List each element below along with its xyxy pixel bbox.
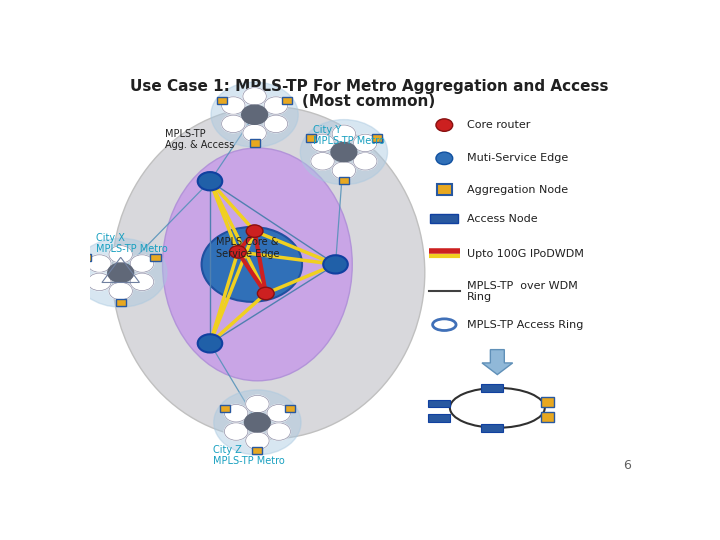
Circle shape	[222, 115, 245, 133]
FancyBboxPatch shape	[339, 177, 349, 184]
FancyBboxPatch shape	[116, 299, 126, 306]
Ellipse shape	[112, 106, 425, 439]
Circle shape	[246, 225, 263, 238]
Ellipse shape	[163, 148, 352, 381]
Circle shape	[243, 87, 266, 105]
Circle shape	[436, 152, 453, 165]
Circle shape	[311, 134, 334, 152]
Circle shape	[130, 273, 153, 291]
Text: (Most common): (Most common)	[302, 94, 436, 109]
FancyBboxPatch shape	[81, 254, 91, 261]
Circle shape	[225, 404, 248, 422]
FancyBboxPatch shape	[541, 413, 554, 422]
Text: Use Case 1: MPLS-TP For Metro Aggregation and Access: Use Case 1: MPLS-TP For Metro Aggregatio…	[130, 79, 608, 94]
Circle shape	[109, 246, 132, 263]
Circle shape	[88, 255, 111, 272]
Text: 6: 6	[624, 460, 631, 472]
Circle shape	[214, 390, 301, 455]
Circle shape	[354, 134, 377, 152]
Text: Core router: Core router	[467, 120, 530, 130]
Text: MPLS-TP  over WDM
Ring: MPLS-TP over WDM Ring	[467, 281, 577, 302]
Circle shape	[332, 125, 356, 143]
FancyBboxPatch shape	[428, 415, 450, 422]
FancyBboxPatch shape	[250, 139, 260, 147]
Circle shape	[243, 124, 266, 142]
FancyBboxPatch shape	[285, 404, 295, 412]
Text: Aggregation Node: Aggregation Node	[467, 185, 568, 194]
Text: MPLS Core &
Service Edge: MPLS Core & Service Edge	[215, 237, 279, 259]
FancyBboxPatch shape	[481, 384, 503, 392]
Circle shape	[246, 432, 269, 449]
Circle shape	[74, 238, 167, 307]
Circle shape	[225, 423, 248, 440]
FancyBboxPatch shape	[428, 400, 450, 407]
Circle shape	[245, 413, 270, 432]
Circle shape	[211, 82, 298, 147]
Circle shape	[311, 153, 334, 170]
FancyBboxPatch shape	[372, 134, 382, 141]
Circle shape	[264, 115, 287, 133]
Circle shape	[222, 97, 245, 114]
FancyBboxPatch shape	[431, 214, 459, 223]
FancyArrow shape	[482, 349, 513, 375]
Circle shape	[130, 255, 153, 272]
Circle shape	[108, 263, 134, 282]
Circle shape	[264, 97, 287, 114]
FancyBboxPatch shape	[282, 97, 292, 104]
Circle shape	[198, 334, 222, 353]
Text: Muti-Service Edge: Muti-Service Edge	[467, 153, 568, 164]
Circle shape	[109, 282, 132, 300]
Circle shape	[258, 287, 274, 300]
Circle shape	[198, 172, 222, 191]
Text: Upto 100G IPoDWDM: Upto 100G IPoDWDM	[467, 249, 583, 259]
FancyBboxPatch shape	[150, 254, 161, 261]
Text: MPLS-TP
Agg. & Access: MPLS-TP Agg. & Access	[166, 129, 235, 151]
Circle shape	[331, 143, 357, 161]
Circle shape	[267, 404, 290, 422]
Circle shape	[267, 423, 290, 440]
Circle shape	[242, 105, 268, 124]
Circle shape	[354, 153, 377, 170]
Text: MPLS-TP Access Ring: MPLS-TP Access Ring	[467, 320, 583, 330]
Circle shape	[88, 273, 111, 291]
FancyBboxPatch shape	[437, 184, 451, 195]
Text: City X
MPLS-TP Metro: City X MPLS-TP Metro	[96, 233, 167, 254]
Circle shape	[436, 119, 453, 131]
Text: City Y
MPLS-TP Metro: City Y MPLS-TP Metro	[313, 125, 385, 146]
Text: Access Node: Access Node	[467, 214, 537, 224]
Circle shape	[230, 246, 246, 258]
FancyBboxPatch shape	[481, 424, 503, 431]
FancyBboxPatch shape	[541, 397, 554, 407]
FancyBboxPatch shape	[253, 447, 262, 454]
FancyBboxPatch shape	[220, 404, 230, 412]
Circle shape	[202, 227, 302, 302]
FancyBboxPatch shape	[306, 134, 316, 141]
Circle shape	[300, 119, 387, 185]
FancyBboxPatch shape	[217, 97, 227, 104]
Text: City Z
MPLS-TP Metro: City Z MPLS-TP Metro	[213, 445, 284, 467]
Circle shape	[323, 255, 348, 274]
Circle shape	[246, 395, 269, 413]
Circle shape	[332, 161, 356, 179]
